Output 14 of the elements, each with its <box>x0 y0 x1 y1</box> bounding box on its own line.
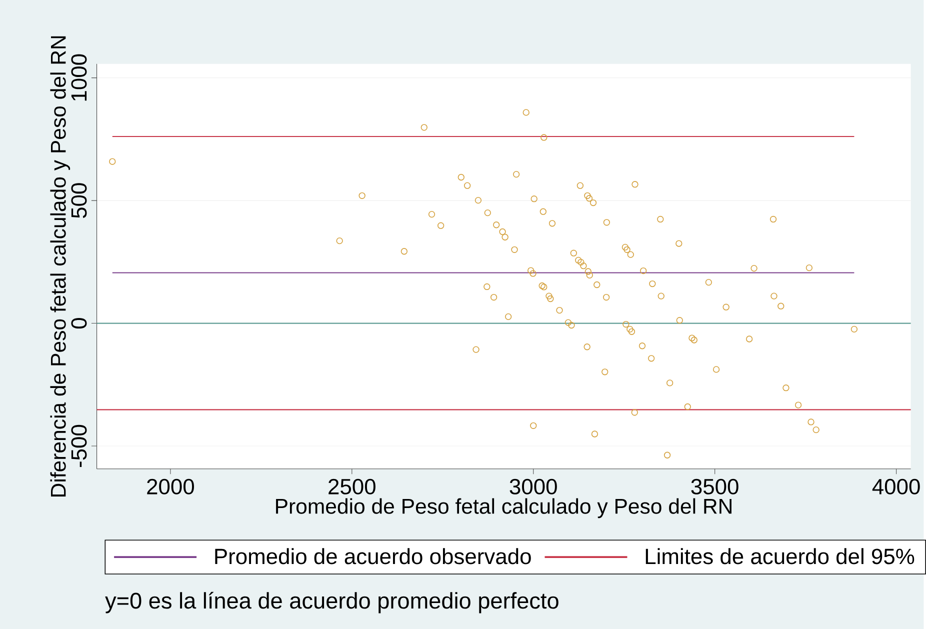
x-tick-label: 3000 <box>510 478 557 494</box>
text: y=0 es la línea de acuerdo promedio perfecto <box>105 592 558 613</box>
legend-label: Limites de acuerdo del 95% <box>646 548 914 564</box>
y-axis-title: Diferencia de Peso fetal calculado y Peso del RN <box>50 36 70 496</box>
y-tick-label: 1000 <box>71 54 87 100</box>
legend-label: Promedio de acuerdo observado <box>215 548 531 564</box>
x-tick-label: 4000 <box>872 478 920 494</box>
x-tick-label: 2000 <box>147 478 194 494</box>
x-tick-label: 3500 <box>691 478 738 494</box>
y-tick-label: -500 <box>71 424 87 467</box>
x-tick-label: 2500 <box>328 478 376 494</box>
y-tick-label: 500 <box>71 182 87 218</box>
y-tick-label: 0 <box>71 318 87 328</box>
x-axis-title: Promedio de Peso fetal calculado y Peso del RN <box>276 498 732 518</box>
